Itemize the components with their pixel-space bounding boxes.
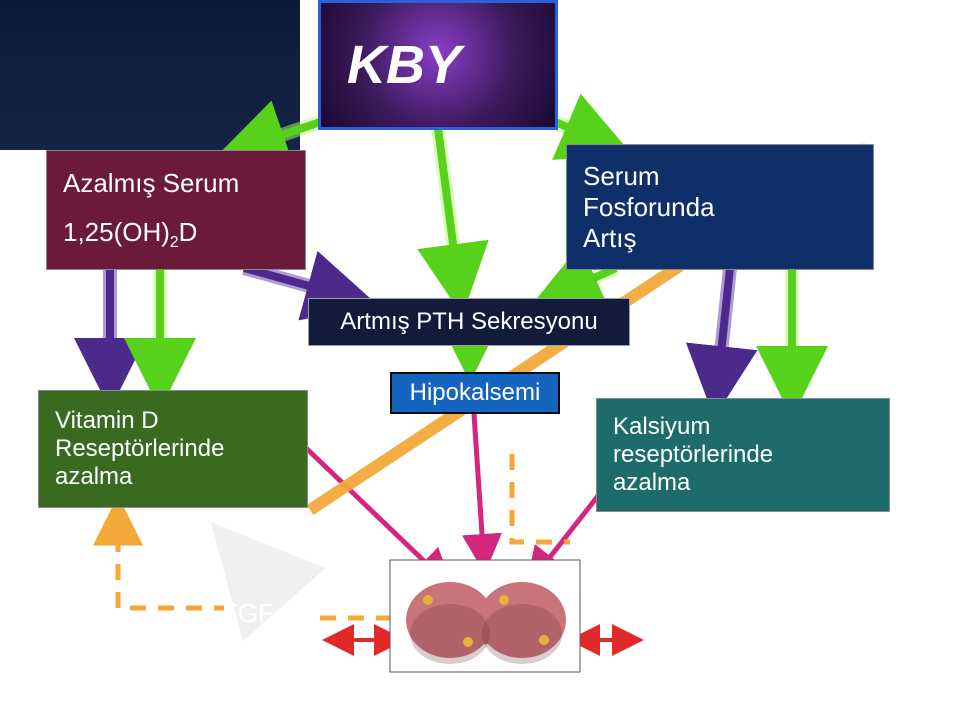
- vitd-serum-line1: Azalmış Serum: [63, 168, 289, 199]
- diagram-stage: KBY Azalmış Serum 1,25(OH)2D 1,25(OH)2D …: [0, 0, 960, 716]
- phos-line2: Fosforunda: [583, 192, 857, 223]
- ca-rec-line2: reseptörlerinde: [613, 441, 873, 469]
- fgf23-label: FGF-23: [222, 598, 312, 629]
- vitd-receptor-node: Vitamin D Reseptörlerinde azalma: [38, 390, 308, 508]
- background: [0, 0, 300, 150]
- vitd-serum-node: Azalmış Serum 1,25(OH)2D 1,25(OH)2D: [46, 150, 306, 270]
- pth-node: Artmış PTH Sekresyonu: [308, 298, 630, 346]
- vitd-rec-line3: azalma: [55, 463, 291, 491]
- vitd-rec-line2: Reseptörlerinde: [55, 435, 291, 463]
- kby-label: KBY: [347, 34, 539, 96]
- ca-rec-line3: azalma: [613, 469, 873, 497]
- phos-line1: Serum: [583, 161, 857, 192]
- ca-rec-line1: Kalsiyum: [613, 413, 873, 441]
- hipokalsemi-label: Hipokalsemi: [410, 379, 541, 407]
- kby-node: KBY: [318, 0, 558, 130]
- phosphorus-node: Serum Fosforunda Artış: [566, 144, 874, 270]
- hipokalsemi-node: Hipokalsemi: [390, 372, 560, 414]
- phos-line3: Artış: [583, 223, 857, 254]
- pth-label: Artmış PTH Sekresyonu: [340, 308, 597, 336]
- klotho-label: Klotho: [624, 602, 698, 633]
- vitd-rec-line1: Vitamin D: [55, 407, 291, 435]
- vitd-serum-line2: 1,25(OH)2D 1,25(OH)2D: [63, 217, 289, 252]
- ca-receptor-node: Kalsiyum reseptörlerinde azalma: [596, 398, 890, 512]
